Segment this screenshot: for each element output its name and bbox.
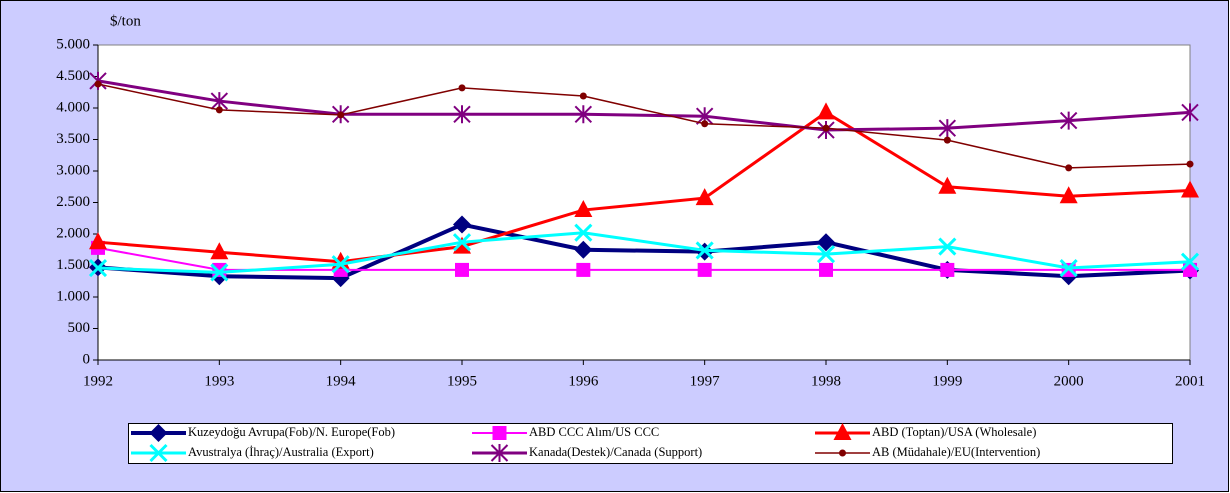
marker [701, 120, 709, 128]
legend-marker [490, 444, 509, 462]
marker [943, 136, 951, 144]
marker [455, 262, 469, 277]
x-tick-label: 1998 [811, 373, 841, 389]
marker [331, 255, 350, 274]
marker [1065, 164, 1073, 172]
y-tick-label: 500 [68, 320, 91, 336]
marker [210, 242, 229, 260]
series-line [97, 110, 1191, 264]
legend-label: ABD (Toptan)/USA (Wholesale) [872, 425, 1036, 439]
x-tick-label: 1995 [447, 373, 477, 389]
legend-label: Kanada(Destek)/Canada (Support) [529, 445, 702, 459]
y-tick-label: 1.500 [56, 257, 90, 273]
series-line [97, 231, 1191, 274]
marker [452, 233, 472, 252]
legend-label: ABD CCC Alım/US CCC [529, 425, 659, 439]
marker [215, 106, 223, 114]
marker [574, 223, 593, 242]
series-line [97, 222, 1191, 281]
marker [458, 84, 466, 92]
y-tick-label: 0 [83, 351, 91, 367]
legend-box [128, 423, 1173, 464]
marker [1059, 111, 1078, 130]
marker [88, 258, 108, 278]
y-tick-label: 3.500 [56, 131, 90, 147]
marker [574, 105, 593, 124]
marker [576, 262, 591, 277]
marker [453, 236, 471, 254]
marker [1181, 103, 1199, 122]
y-tick-label: 4.500 [56, 68, 90, 84]
marker [1059, 186, 1078, 204]
legend-label: AB (Müdahale)/EU(Intervention) [872, 445, 1040, 459]
y-tick-label: 4.000 [56, 99, 90, 115]
x-tick-label: 1999 [932, 373, 962, 389]
x-tick-label: 1992 [83, 373, 113, 389]
marker [1186, 160, 1194, 168]
legend-marker [833, 423, 852, 440]
marker [817, 233, 835, 252]
marker [938, 176, 957, 194]
x-tick-label: 1994 [326, 373, 357, 389]
series-line [97, 83, 1191, 169]
marker [212, 262, 227, 277]
series-line [97, 246, 1190, 271]
legend-marker [492, 426, 507, 440]
marker [89, 232, 107, 250]
marker [695, 241, 714, 260]
y-tick-label: 2.000 [56, 225, 90, 241]
marker [453, 105, 471, 124]
legend-marker [149, 443, 168, 463]
marker [695, 188, 714, 206]
marker [574, 240, 593, 259]
marker [816, 245, 836, 264]
y-tick-label: 3.000 [56, 162, 90, 178]
legend-label: Avustralya (İhraç)/Australia (Export) [188, 445, 374, 459]
marker [579, 92, 587, 100]
y-axis-label: $/ton [110, 13, 141, 29]
marker [697, 262, 712, 277]
legend-label: Kuzeydoğu Avrupa(Fob)/N. Europe(Fob) [188, 425, 395, 439]
marker [1181, 180, 1199, 198]
x-tick-label: 2000 [1054, 373, 1084, 389]
marker [819, 262, 833, 277]
y-tick-label: 2.500 [56, 194, 90, 210]
marker [940, 262, 955, 277]
marker [210, 263, 229, 282]
legend-marker [149, 424, 168, 442]
marker [453, 215, 471, 234]
legend-marker [839, 449, 846, 457]
marker [822, 124, 830, 132]
marker [337, 111, 345, 119]
marker [94, 80, 102, 88]
x-tick-label: 2001 [1175, 373, 1205, 389]
series-line [97, 79, 1191, 132]
marker [1059, 258, 1078, 278]
y-tick-label: 1.000 [56, 288, 90, 304]
marker [817, 102, 835, 120]
marker [574, 200, 593, 218]
marker [938, 237, 957, 256]
x-tick-label: 1996 [568, 373, 599, 389]
marker [938, 119, 957, 138]
x-tick-label: 1997 [690, 373, 721, 389]
x-tick-label: 1993 [204, 373, 234, 389]
y-tick-label: 5.000 [56, 36, 90, 52]
marker [1180, 252, 1200, 271]
plot-area [97, 44, 1191, 361]
